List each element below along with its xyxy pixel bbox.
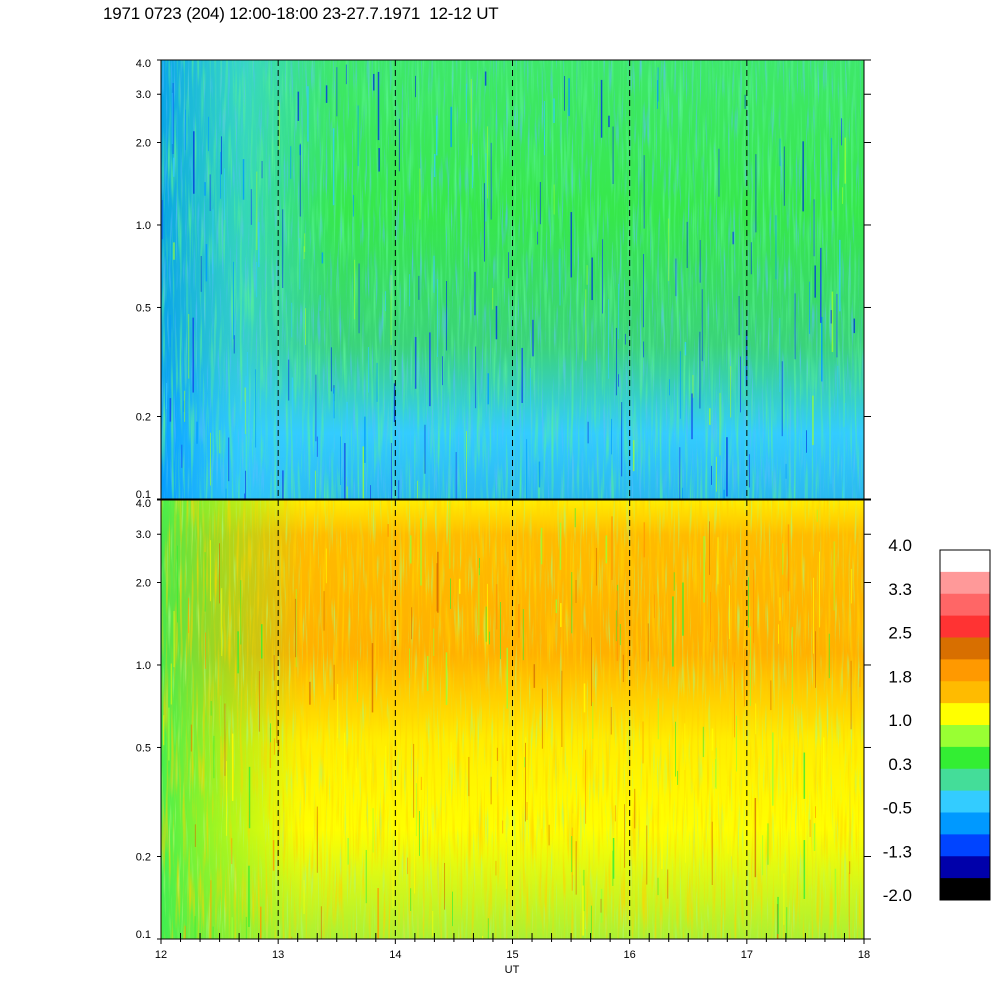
colorbar-swatch	[940, 768, 990, 792]
bottom-spectrogram-panel: 4.0 3.0 2.0 1.0 0.5 0.2 0.1 12 13 14 15 16 17 18 UT	[136, 498, 871, 976]
colorbar	[939, 549, 991, 901]
y-tick-label: 2.0	[136, 577, 151, 589]
colorbar-frame	[939, 549, 991, 901]
colorbar-swatch	[940, 550, 990, 573]
colorbar-swatch	[940, 878, 990, 901]
y-tick-label: 4.0	[136, 58, 151, 70]
x-axis: 12 13 14 15 16 17 18	[155, 933, 870, 961]
colorbar-swatch	[940, 725, 990, 748]
y-tick-label: 1.0	[136, 220, 151, 232]
y-tick-label: 0.5	[136, 742, 151, 754]
y-tick-label: 0.1	[136, 489, 151, 501]
colorbar-swatch	[940, 571, 990, 595]
y-tick-label: 0.2	[136, 852, 151, 864]
y-tick-label: 3.0	[136, 529, 151, 541]
x-tick-label: 14	[389, 949, 401, 961]
x-tick-label: 12	[155, 949, 167, 961]
colorbar-label: 1.0	[888, 711, 912, 730]
x-tick-label: 18	[858, 949, 870, 961]
colorbar-label: -1.3	[883, 842, 912, 861]
colorbar-labels: 4.0 3.3 2.5 1.8 1.0 0.3 -0.5 -1.3 -2.0	[883, 536, 912, 905]
colorbar-swatch	[940, 790, 990, 813]
y-tick-label: 4.0	[136, 498, 151, 510]
chart-title: 1971 0723 (204) 12:00-18:00 23-27.7.1971…	[103, 4, 499, 23]
top-y-axis: 4.0 3.0 2.0 1.0 0.5 0.2 0.1	[136, 58, 871, 501]
colorbar-label: 2.5	[888, 624, 912, 643]
top-spectrogram-panel: 4.0 3.0 2.0 1.0 0.5 0.2 0.1	[136, 58, 871, 501]
y-tick-label: 0.2	[136, 412, 151, 424]
top-panel-frame	[160, 59, 865, 500]
colorbar-label: 3.3	[888, 580, 912, 599]
bottom-dashed-hour-markers	[163, 500, 861, 939]
colorbar-swatch	[940, 637, 990, 660]
x-axis-label: UT	[505, 964, 520, 976]
colorbar-swatch	[940, 703, 990, 726]
colorbar-label: 4.0	[888, 536, 912, 555]
colorbar-swatch	[940, 593, 990, 617]
colorbar-swatch	[940, 615, 990, 638]
colorbar-label: 1.8	[888, 667, 912, 686]
y-tick-label: 2.0	[136, 137, 151, 149]
y-tick-label: 3.0	[136, 89, 151, 101]
x-tick-label: 17	[741, 949, 753, 961]
colorbar-label: -2.0	[883, 886, 912, 905]
bottom-y-axis: 4.0 3.0 2.0 1.0 0.5 0.2 0.1	[136, 498, 871, 941]
colorbar-swatch	[940, 681, 990, 704]
colorbar-label: -0.5	[883, 799, 912, 818]
x-tick-label: 15	[506, 949, 518, 961]
colorbar-swatch	[940, 746, 990, 770]
bottom-panel-frame	[160, 499, 865, 940]
top-dashed-hour-markers	[161, 60, 856, 499]
colorbar-label: 0.3	[888, 755, 912, 774]
y-tick-label: 0.1	[136, 929, 151, 941]
y-tick-label: 0.5	[136, 302, 151, 314]
x-tick-label: 16	[624, 949, 636, 961]
colorbar-swatch	[940, 812, 990, 835]
colorbar-swatch	[940, 856, 990, 879]
x-tick-label: 13	[272, 949, 284, 961]
y-tick-label: 1.0	[136, 660, 151, 672]
colorbar-swatch	[940, 659, 990, 682]
colorbar-swatch	[940, 834, 990, 857]
